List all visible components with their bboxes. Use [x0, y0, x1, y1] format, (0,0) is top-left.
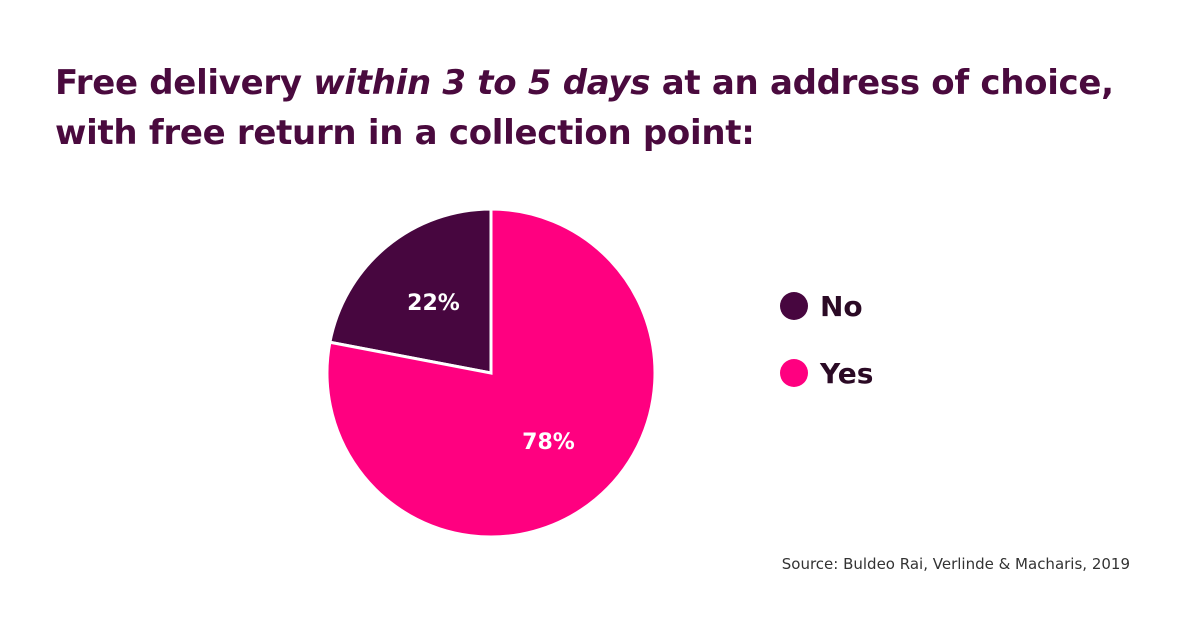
legend-swatch-yes [780, 359, 808, 387]
chart-legend: No Yes [780, 285, 873, 419]
legend-label-no: No [820, 289, 863, 323]
chart-title-prefix: Free delivery [55, 63, 314, 103]
chart-title: Free delivery within 3 to 5 days at an a… [55, 58, 1165, 158]
chart-title-line-1: Free delivery within 3 to 5 days at an a… [55, 58, 1165, 108]
pie-label-yes: 78% [522, 430, 575, 455]
pie-slices [325, 207, 657, 539]
legend-swatch-no [780, 292, 808, 320]
legend-item-no: No [780, 285, 873, 327]
chart-title-line-2: with free return in a collection point: [55, 113, 755, 153]
pie-label-no: 22% [407, 291, 460, 316]
pie-slice-no [328, 207, 493, 375]
legend-item-yes: Yes [780, 352, 873, 394]
chart-title-emphasis: within 3 to 5 days [313, 63, 651, 103]
pie-labels: 22% 78% [407, 291, 575, 455]
legend-label-yes: Yes [820, 356, 874, 390]
pie-slice-yes [325, 207, 657, 539]
chart-title-suffix: at an address of choice, [650, 63, 1114, 103]
source-citation: Source: Buldeo Rai, Verlinde & Macharis,… [781, 555, 1130, 573]
